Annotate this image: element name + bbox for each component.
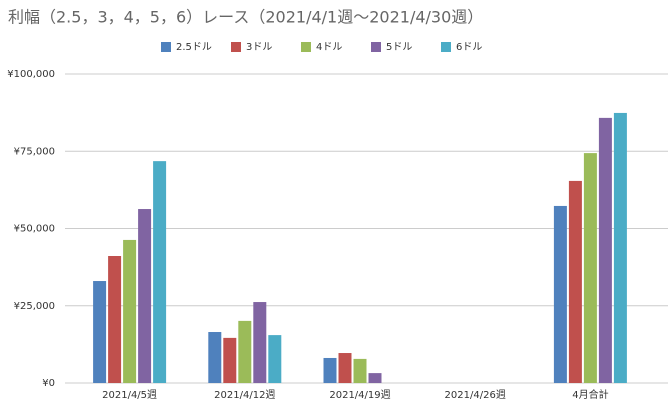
legend-swatch bbox=[231, 42, 241, 52]
bar bbox=[208, 332, 222, 383]
bar bbox=[368, 373, 382, 383]
legend-label: 5ドル bbox=[386, 42, 412, 53]
bar bbox=[338, 353, 352, 383]
y-tick-label: ¥75,000 bbox=[14, 146, 55, 157]
legend-swatch bbox=[161, 42, 171, 52]
legend-swatch bbox=[301, 42, 311, 52]
y-tick-label: ¥25,000 bbox=[14, 301, 55, 312]
y-tick-label: ¥50,000 bbox=[14, 224, 55, 235]
bar bbox=[553, 205, 567, 383]
legend-label: 4ドル bbox=[316, 42, 342, 53]
legend-label: 2.5ドル bbox=[176, 42, 212, 53]
bar bbox=[223, 337, 237, 383]
bar bbox=[568, 180, 582, 383]
bar bbox=[138, 209, 152, 383]
bar bbox=[583, 153, 597, 383]
legend-label: 3ドル bbox=[246, 42, 272, 53]
legend-label: 6ドル bbox=[456, 42, 482, 53]
bar bbox=[153, 161, 167, 383]
y-tick-label: ¥0 bbox=[42, 378, 55, 389]
bar bbox=[93, 281, 107, 383]
bar bbox=[323, 357, 337, 383]
x-tick-label: 2021/4/19週 bbox=[329, 389, 390, 401]
bar bbox=[353, 358, 367, 383]
legend-swatch bbox=[371, 42, 381, 52]
x-tick-label: 2021/4/12週 bbox=[214, 389, 275, 401]
x-tick-label: 4月合計 bbox=[572, 388, 608, 401]
bar bbox=[613, 112, 627, 384]
bar bbox=[598, 117, 612, 384]
y-tick-label: ¥100,000 bbox=[7, 69, 55, 80]
bar bbox=[268, 335, 282, 383]
x-tick-label: 2021/4/5週 bbox=[102, 389, 157, 401]
legend-swatch bbox=[441, 42, 451, 52]
bar bbox=[108, 256, 122, 383]
bar bbox=[253, 302, 267, 383]
bar bbox=[123, 239, 137, 383]
chart-title: 利幅（2.5，3，4，5，6）レース（2021/4/1週～2021/4/30週） bbox=[8, 8, 483, 27]
bar bbox=[238, 320, 252, 383]
x-tick-label: 2021/4/26週 bbox=[445, 389, 506, 401]
